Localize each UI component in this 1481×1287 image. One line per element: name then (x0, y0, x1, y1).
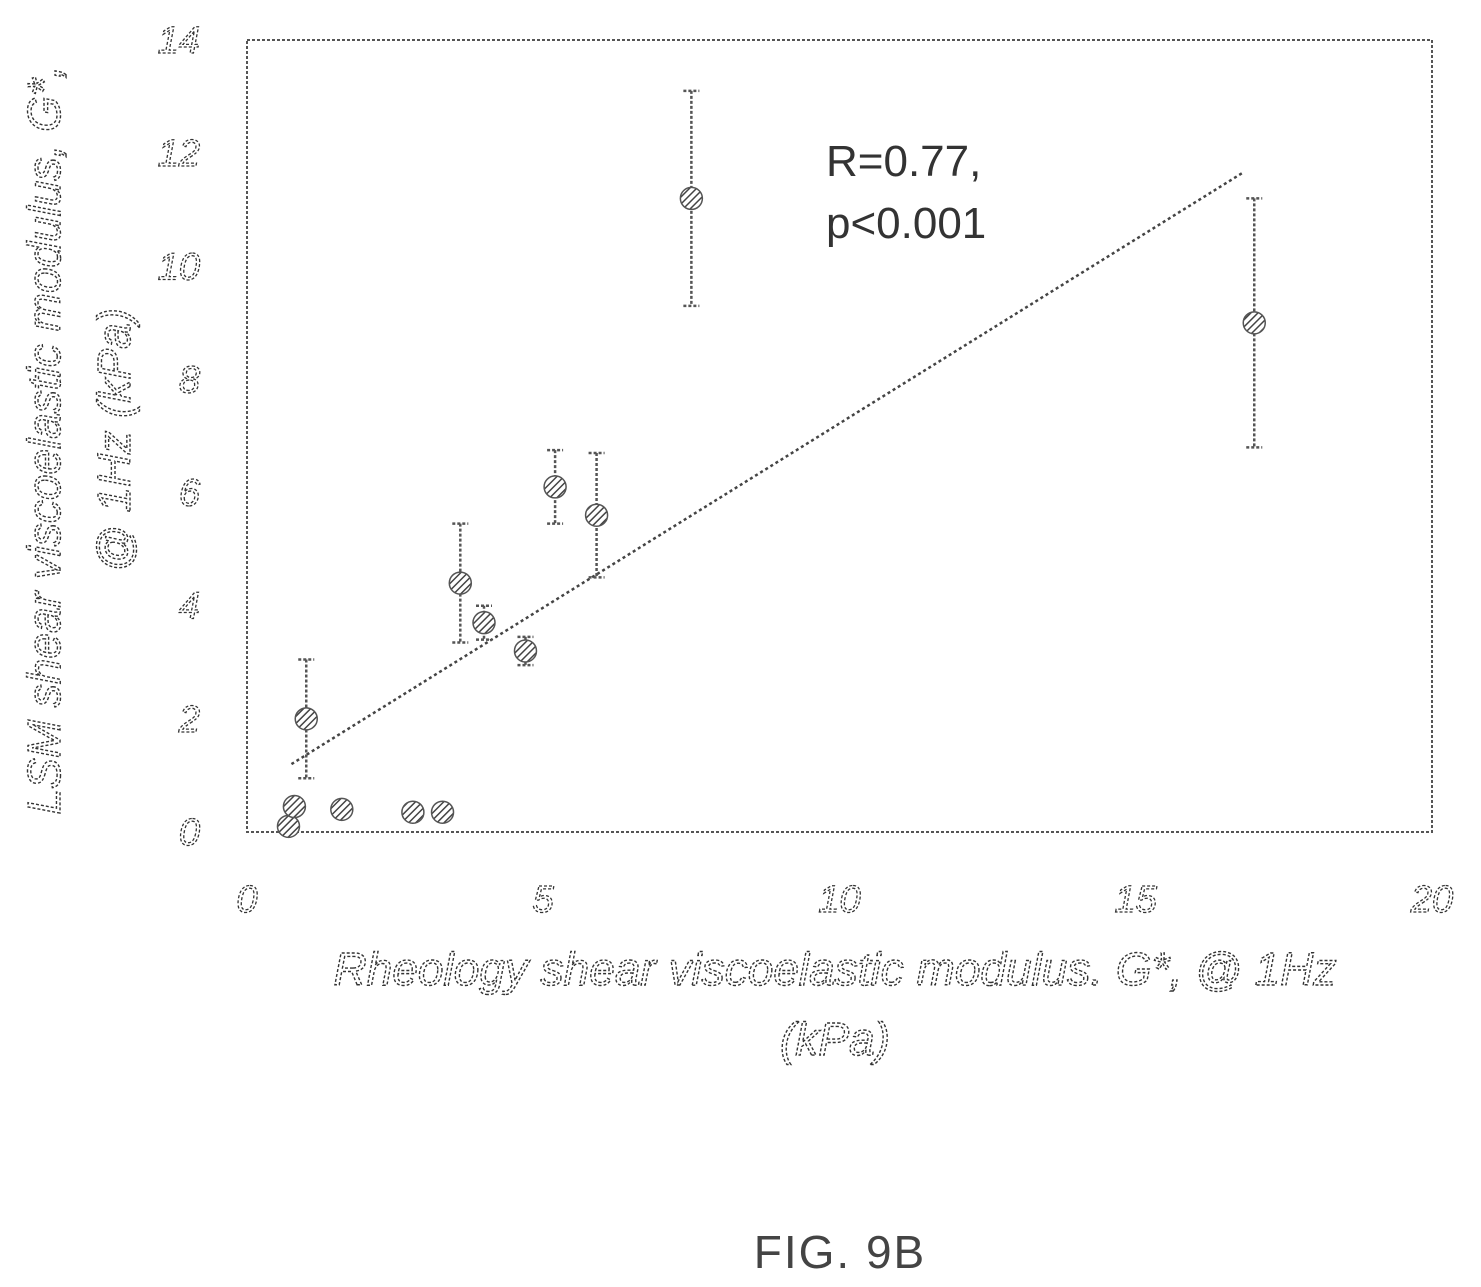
x-tick-label: 10 (818, 879, 860, 921)
error-bar (517, 635, 534, 667)
y-tick-label: 10 (158, 246, 200, 288)
annotation-r-value: R=0.77, (826, 137, 981, 186)
y-axis-title: LSM shear viscoelastic modulus, G*, (18, 65, 70, 814)
data-point (282, 794, 307, 819)
data-point (543, 475, 567, 499)
data-point (448, 571, 473, 595)
y-tick-label: 2 (178, 699, 200, 741)
y-tick-label: 8 (179, 359, 200, 401)
trend-line (290, 171, 1244, 766)
y-tick-label: 12 (158, 133, 200, 175)
error-bar (298, 658, 315, 780)
error-bar (1246, 197, 1263, 449)
data-point (679, 186, 704, 211)
plot-area-frame (246, 39, 1433, 833)
data-point (513, 639, 538, 663)
y-axis-title-unit: @ 1Hz (kPa) (88, 308, 140, 572)
error-bar (452, 522, 469, 644)
y-tick-label: 0 (179, 812, 200, 854)
y-tick-label: 4 (179, 586, 200, 628)
data-point (294, 707, 318, 731)
data-point (276, 814, 301, 839)
x-tick-label: 5 (533, 879, 555, 921)
x-tick-label: 15 (1115, 879, 1158, 921)
x-axis-title-unit: (kPa) (780, 1013, 890, 1065)
data-point (472, 610, 496, 635)
figure-label: FIG. 9B (754, 1226, 926, 1278)
annotation-p-value: p<0.001 (826, 199, 986, 248)
data-point (401, 800, 425, 824)
y-tick-label: 14 (158, 20, 200, 62)
y-axis-ticks: 0 2 4 6 8 10 12 14 (157, 19, 201, 854)
data-point (584, 503, 609, 527)
y-tick-label: 6 (179, 473, 201, 515)
x-axis-title: Rheology shear viscoelastic modulus. G*,… (334, 943, 1337, 995)
data-points (276, 89, 1266, 839)
data-point (330, 797, 354, 822)
data-point (1242, 311, 1266, 335)
x-axis-ticks: 0 5 10 15 20 (236, 878, 1454, 921)
data-point (430, 800, 455, 824)
x-tick-label: 20 (1410, 879, 1453, 921)
x-tick-label: 0 (236, 879, 257, 921)
